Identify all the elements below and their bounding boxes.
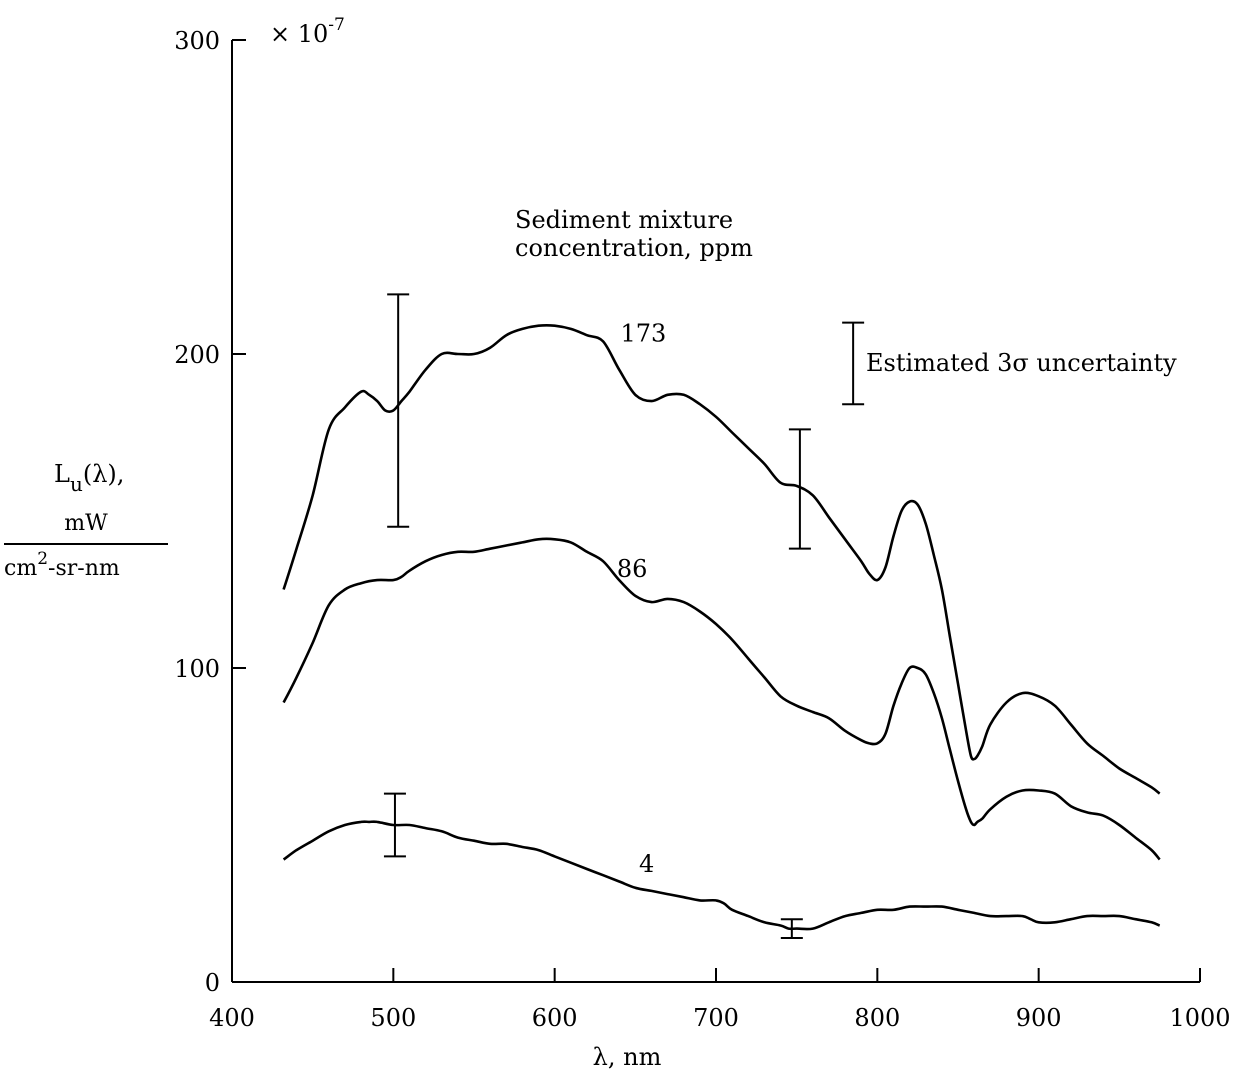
error-bar <box>383 792 406 858</box>
error-bar <box>780 918 803 940</box>
error-bar <box>788 428 811 550</box>
x-axis-label: λ, nm <box>593 1043 662 1071</box>
series-line-86 <box>282 537 1161 861</box>
y-tick-label: 100 <box>174 655 220 683</box>
error-bars <box>383 293 865 940</box>
y-tick-label: 200 <box>174 341 220 369</box>
x-tick-label: 900 <box>1016 1004 1062 1032</box>
legend-title-line-2: concentration, ppm <box>515 234 753 262</box>
x-tick-label: 1000 <box>1169 1004 1230 1032</box>
legend-title-line-1: Sediment mixture <box>515 206 733 234</box>
ylabel-symbol: Lu(λ), <box>54 460 124 496</box>
ylabel-denominator: cm2-sr-nm <box>4 549 120 581</box>
series-label-86: 86 <box>617 555 648 583</box>
series-line-173 <box>282 324 1161 795</box>
x-tick-label: 400 <box>209 1004 255 1032</box>
x-tick-label: 700 <box>693 1004 739 1032</box>
series-label-173: 173 <box>620 319 666 347</box>
series-line-4 <box>282 820 1161 931</box>
uncertainty-legend-label: Estimated 3σ uncertainty <box>866 349 1177 377</box>
axes <box>231 40 1200 983</box>
series-label-4: 4 <box>639 850 654 878</box>
ylabel-numerator: mW <box>64 511 108 536</box>
series-lines <box>282 324 1161 931</box>
y-multiplier: × 10-7 <box>270 15 345 48</box>
y-tick-label: 300 <box>174 27 220 55</box>
ticks: 400 500 600 700 800 900 1000 0 100 200 300 <box>174 27 1230 1032</box>
series-labels: 173 86 4 <box>617 319 666 878</box>
legend-error-bar <box>842 321 865 406</box>
x-tick-label: 600 <box>532 1004 578 1032</box>
y-tick-label: 0 <box>205 969 220 997</box>
x-tick-label: 500 <box>370 1004 416 1032</box>
error-bar <box>387 293 410 528</box>
x-tick-label: 800 <box>854 1004 900 1032</box>
